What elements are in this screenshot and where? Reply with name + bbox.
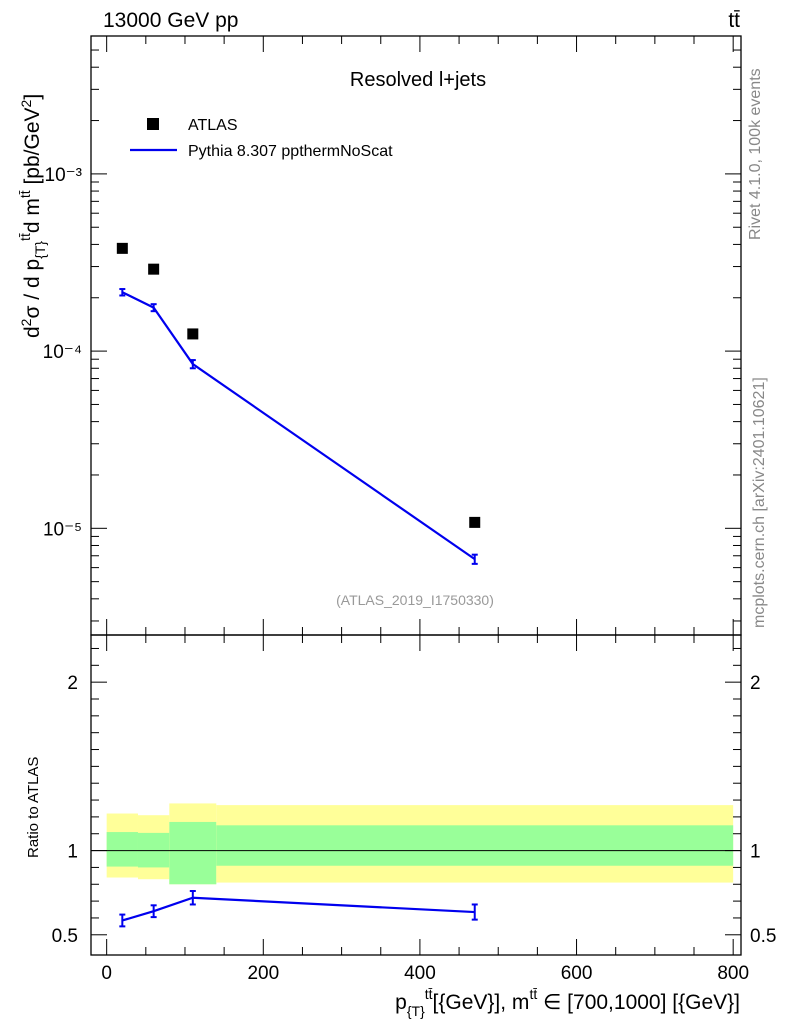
ratio-y-tick-label-right: 0.5 xyxy=(750,926,776,947)
y-tick-label: 10⁻³ xyxy=(45,165,83,186)
ratio-band-inner xyxy=(216,825,734,866)
x-tick-label: 0 xyxy=(101,963,112,984)
ratio-y-tick-label: 2 xyxy=(67,673,78,694)
ratio-bands xyxy=(91,803,741,885)
ratio-band-inner xyxy=(106,832,138,867)
rivet-label: Rivet 4.1.0, 100k events xyxy=(747,68,764,240)
y-tick-label: 10⁻⁴ xyxy=(43,342,82,363)
analysis-id: (ATLAS_2019_I1750330) xyxy=(336,592,494,608)
atlas-data-point xyxy=(187,328,199,340)
ratio-mc-line xyxy=(122,896,475,922)
atlas-data-point xyxy=(148,263,160,275)
y-tick-label: 10⁻⁵ xyxy=(43,519,82,540)
mcplots-label: mcplots.cern.ch [arXiv:2401.10621] xyxy=(751,377,768,628)
y-axis-label: d2σ / d p{T}tt̄d mtt̄ [pb/GeV2] xyxy=(17,94,48,338)
main-data-layer xyxy=(116,242,481,565)
energy-label: 13000 GeV pp xyxy=(103,9,238,32)
ratio-data-layer xyxy=(119,890,478,928)
ratio-y-label: Ratio to ATLAS xyxy=(25,757,42,858)
x-tick-label: 600 xyxy=(561,963,593,984)
atlas-data-point xyxy=(116,242,128,254)
legend-marker-atlas xyxy=(147,118,159,130)
x-tick-label: 800 xyxy=(717,963,749,984)
ratio-y-tick-label-right: 1 xyxy=(750,842,761,863)
x-axis-label: p{T}tt̄[{GeV}], mtt̄ ∈ [700,1000] [{GeV}… xyxy=(395,986,740,1019)
legend-label-atlas: ATLAS xyxy=(188,117,238,134)
ratio-y-tick-label: 0.5 xyxy=(52,926,78,947)
legend: ATLAS Pythia 8.307 ppthermNoScat xyxy=(130,117,393,160)
ratio-band-inner xyxy=(169,821,217,885)
atlas-data-point xyxy=(469,516,481,528)
ratio-y-tick-label-right: 2 xyxy=(750,673,761,694)
ratio-frame xyxy=(90,634,742,956)
legend-label-pythia: Pythia 8.307 ppthermNoScat xyxy=(188,143,393,160)
x-tick-label: 400 xyxy=(404,963,436,984)
ratio-y-tick-label: 1 xyxy=(67,842,78,863)
main-axis-ticks: 10⁻⁵ 10⁻⁴ 10⁻³ xyxy=(43,35,741,635)
mc-series-line xyxy=(121,291,476,561)
main-panel: 10⁻⁵ 10⁻⁴ 10⁻³ Resolved l+jets (ATLAS_2019… xyxy=(17,35,742,636)
x-tick-label: 200 xyxy=(247,963,279,984)
chart-title: Resolved l+jets xyxy=(350,69,486,91)
process-label: tt̄ xyxy=(728,9,740,32)
